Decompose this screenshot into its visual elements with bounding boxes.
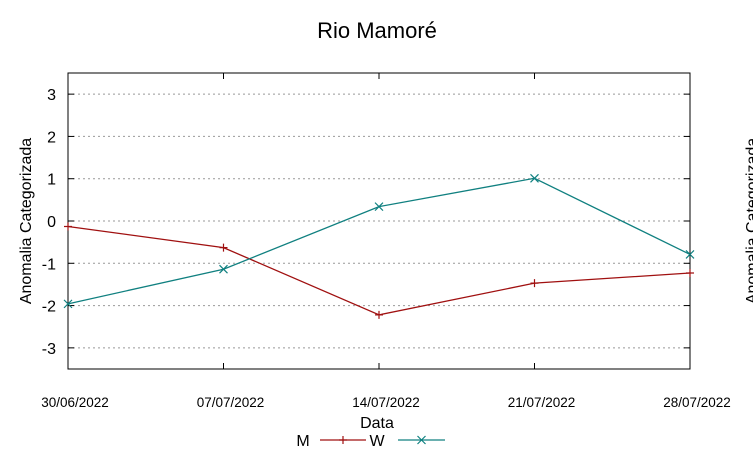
y-tick-label: 0 — [47, 214, 56, 231]
series-W — [63, 173, 695, 309]
cross-marker — [530, 173, 539, 183]
plus-marker — [530, 279, 539, 288]
plus-marker — [686, 269, 694, 278]
plot-frame — [67, 72, 691, 370]
y-tick-label: -3 — [42, 341, 56, 358]
legend-label: M — [296, 433, 309, 450]
series-line — [67, 225, 691, 316]
y-tick-label: -2 — [42, 299, 56, 316]
x-tick-label: 30/06/2022 — [41, 395, 109, 410]
x-tick-label: 14/07/2022 — [352, 395, 420, 410]
plus-marker — [64, 222, 72, 231]
y-tick-label: 2 — [47, 129, 56, 146]
cross-marker — [417, 435, 426, 445]
chart-title: Rio Mamoré — [317, 18, 437, 43]
legend-label: W — [369, 433, 385, 450]
y-tick-label: 1 — [47, 172, 56, 189]
cross-marker — [374, 202, 384, 212]
plus-marker — [339, 436, 347, 444]
plus-marker — [219, 243, 228, 252]
y-axis: 3 2 1 0 -1 -2 -3 — [42, 87, 690, 358]
series-line — [67, 177, 691, 305]
plus-marker — [375, 310, 383, 319]
cross-marker — [63, 299, 73, 309]
cross-marker — [219, 264, 228, 274]
cross-marker — [685, 249, 695, 259]
x-tick-label: 28/07/2022 — [663, 395, 731, 410]
y-tick-label: 3 — [47, 87, 56, 104]
series-M — [64, 222, 694, 319]
grid — [68, 93, 690, 349]
x-axis-label: Data — [360, 415, 394, 432]
x-tick-label: 21/07/2022 — [508, 395, 576, 410]
series-group — [63, 173, 695, 319]
x-tick-label: 07/07/2022 — [197, 395, 265, 410]
y-axis-label: Anomalia Categorizada — [18, 138, 35, 304]
y2-axis-label: Anomalia Categorizada — [744, 138, 753, 304]
y-tick-label: -1 — [42, 256, 56, 273]
x-axis: 30/06/2022 07/07/2022 14/07/2022 21/07/2022… — [41, 73, 731, 410]
